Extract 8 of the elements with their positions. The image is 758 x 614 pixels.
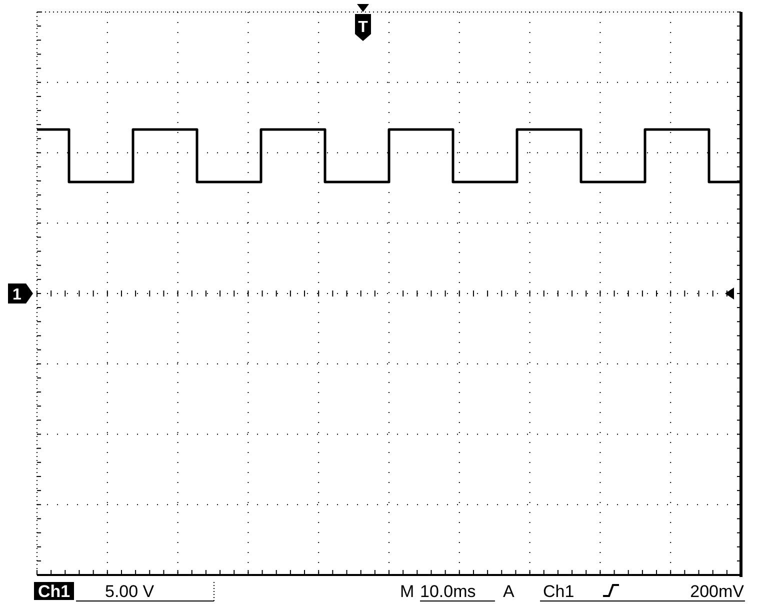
text: 200mV (690, 582, 745, 601)
text: Ch1 (38, 582, 70, 601)
ground-marker: 1 (8, 284, 33, 304)
text: Ch1 (543, 582, 574, 601)
text: A (503, 582, 515, 601)
text: 10.0ms (420, 582, 476, 601)
text: M (400, 582, 414, 601)
text: 5.00 V (105, 582, 155, 601)
